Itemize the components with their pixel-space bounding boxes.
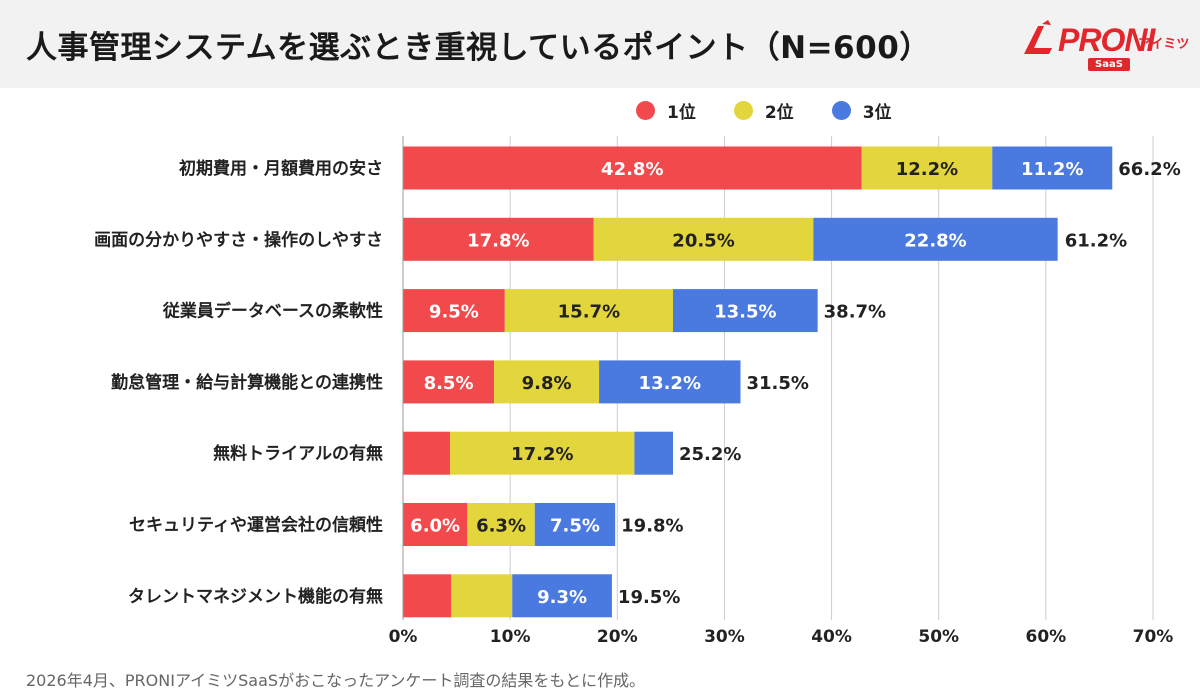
bar-segment-rank2 [451, 574, 513, 618]
bar-segment-rank2 [861, 146, 993, 190]
legend-label-rank1: 1位 [667, 102, 696, 123]
brand-logo: PRONI アイミツ SaaS [1018, 20, 1190, 72]
data-label: 11.2% [1021, 159, 1083, 180]
data-label: 6.3% [476, 516, 526, 537]
total-label: 25.2% [679, 444, 741, 465]
total-label: 66.2% [1118, 159, 1180, 180]
legend-item-rank2: 2位 [733, 98, 794, 123]
bar-segment-rank3 [992, 146, 1113, 190]
bar-segment-rank1 [403, 146, 862, 190]
data-label: 12.2% [896, 159, 958, 180]
logo-kana: アイミツ [1138, 37, 1190, 52]
bar-segment-rank2 [504, 289, 673, 333]
data-label: 9.3% [537, 587, 587, 608]
data-label: 17.8% [467, 230, 529, 251]
data-label: 22.8% [904, 230, 966, 251]
logo-wordmark: PRONI [1058, 22, 1155, 58]
bar-segment-rank2 [450, 431, 635, 475]
bar-segment-rank1 [403, 360, 495, 404]
total-label: 19.5% [618, 587, 680, 608]
bar-segment-rank3 [534, 503, 616, 546]
page-title: 人事管理システムを選ぶとき重視しているポイント（N=600） [26, 30, 931, 66]
bar-segment-rank3 [512, 574, 612, 618]
category-label: 初期費用・月額費用の安さ [179, 158, 383, 179]
category-label: 画面の分かりやすさ・操作のしやすさ [94, 229, 383, 250]
bar-segment-rank1 [403, 574, 452, 618]
legend-label-rank3: 3位 [862, 102, 892, 123]
bar-segment-rank3 [673, 289, 818, 333]
total-label: 38.7% [824, 302, 886, 323]
x-tick-label: 20% [597, 627, 638, 647]
legend-item-rank3: 3位 [831, 98, 892, 123]
data-label: 42.8% [601, 159, 663, 180]
category-label: 無料トライアルの有無 [213, 443, 383, 464]
logo-badge: SaaS [1088, 58, 1130, 71]
legend-item-rank1: 1位 [636, 98, 696, 123]
bar-segment-rank2 [494, 360, 600, 404]
source-note: 2026年4月、PRONIアイミツSaaSがおこなったアンケート調査の結果をもと… [26, 671, 646, 690]
logo-mark-icon [1024, 20, 1052, 54]
data-label: 13.5% [714, 302, 776, 323]
total-label: 61.2% [1065, 230, 1127, 251]
legend-label-rank2: 2位 [764, 102, 794, 123]
chart-legend: 1位 2位 3位 [636, 96, 930, 124]
x-tick-label: 0% [389, 627, 418, 647]
bar-segment-rank2 [593, 217, 814, 261]
total-label: 19.8% [621, 516, 683, 537]
x-tick-label: 10% [490, 627, 531, 647]
legend-swatch-rank3 [831, 100, 851, 120]
data-label: 20.5% [672, 230, 734, 251]
data-label: 8.5% [424, 373, 474, 394]
bar-segment-rank2 [467, 503, 535, 546]
legend-swatch-rank1 [636, 100, 655, 120]
data-label: 6.0% [410, 516, 460, 537]
x-tick-label: 40% [811, 627, 852, 647]
bar-segment-rank3 [599, 360, 741, 404]
x-tick-label: 30% [704, 627, 745, 647]
bar-segment-rank1 [403, 289, 505, 333]
data-label: 9.5% [429, 302, 479, 323]
x-tick-label: 50% [918, 627, 959, 647]
data-label: 9.8% [522, 373, 572, 394]
data-label: 15.7% [558, 302, 620, 323]
x-tick-label: 60% [1026, 627, 1067, 647]
header-bar: 人事管理システムを選ぶとき重視しているポイント（N=600） PRONI アイミ… [0, 0, 1200, 88]
legend-swatch-rank2 [733, 100, 753, 120]
category-label: 勤怠管理・給与計算機能との連携性 [111, 372, 383, 393]
bar-segment-rank3 [813, 217, 1058, 261]
bar-segment-rank1 [403, 217, 594, 261]
category-label: 従業員データベースの柔軟性 [162, 301, 383, 322]
x-tick-label: 70% [1133, 627, 1174, 647]
data-label: 17.2% [511, 444, 573, 465]
category-label: タレントマネジメント機能の有無 [128, 586, 383, 607]
data-label: 13.2% [639, 373, 701, 394]
data-label: 7.5% [550, 516, 600, 537]
bar-segment-rank3 [634, 431, 673, 475]
bar-segment-rank1 [403, 503, 468, 546]
category-label: セキュリティや運営会社の信頼性 [129, 515, 383, 536]
bar-segment-rank1 [403, 431, 451, 475]
total-label: 31.5% [747, 373, 809, 394]
